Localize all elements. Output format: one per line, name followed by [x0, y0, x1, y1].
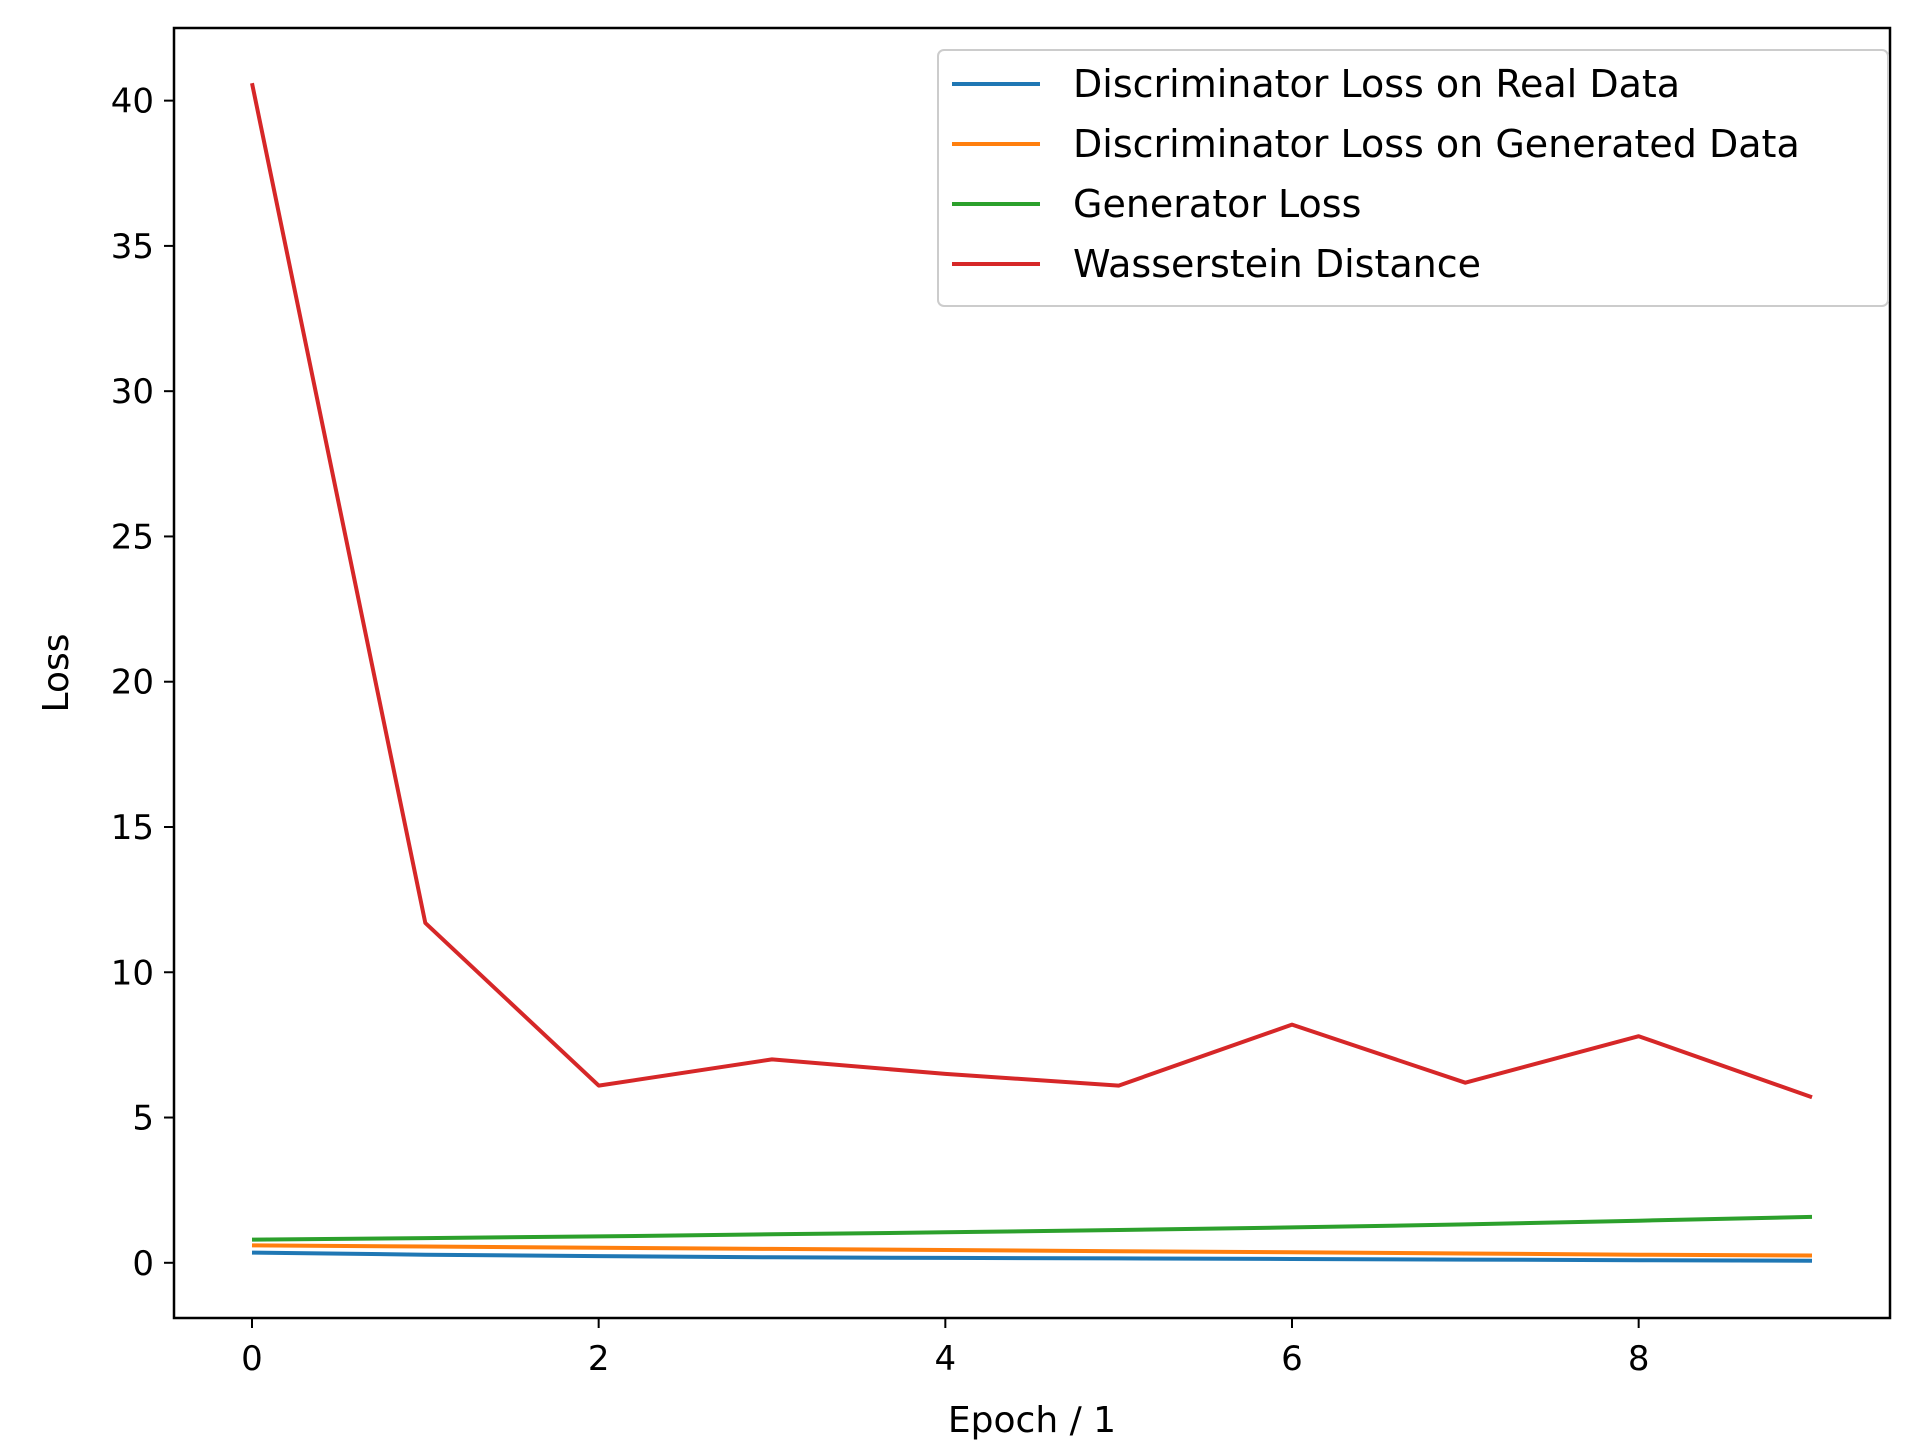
y-tick-label: 5: [132, 1099, 154, 1139]
series-line-3: [251, 1214, 1813, 1242]
y-tick-label: 10: [111, 953, 154, 993]
x-tick-label: 8: [1628, 1339, 1650, 1379]
x-tick-label: 6: [1281, 1339, 1303, 1379]
x-axis: 0 2 4 6 8: [241, 1318, 1649, 1379]
y-tick-label: 35: [111, 227, 154, 267]
y-axis: 0 5 10 15 20 25 30 35 40: [111, 82, 174, 1284]
legend-box: [937, 49, 1889, 307]
series-line-2: [251, 1243, 1813, 1258]
y-tick-label: 20: [111, 663, 154, 703]
y-tick-label: 30: [111, 372, 154, 412]
legend-label: Discriminator Loss on Real Data: [1073, 62, 1680, 106]
y-tick-label: 0: [132, 1244, 154, 1284]
x-axis-label: Epoch / 1: [948, 1400, 1116, 1440]
y-tick-label: 25: [111, 517, 154, 557]
series-line-1: [251, 1250, 1813, 1263]
x-tick-label: 0: [241, 1339, 263, 1379]
y-tick-label: 40: [111, 82, 154, 122]
legend-label: Discriminator Loss on Generated Data: [1073, 122, 1800, 166]
plot-area-frame: [172, 26, 1892, 1320]
y-axis-label: Loss: [36, 634, 77, 713]
y-tick-label: 15: [111, 808, 154, 848]
series-layer: [250, 82, 1813, 1263]
legend-label: Wasserstein Distance: [1073, 242, 1481, 286]
x-tick-label: 4: [935, 1339, 957, 1379]
series-line-4: [250, 82, 1813, 1100]
legend-label: Generator Loss: [1073, 182, 1361, 226]
legend: Discriminator Loss on Real Data Discrimin…: [937, 49, 1889, 307]
x-tick-label: 2: [588, 1339, 610, 1379]
